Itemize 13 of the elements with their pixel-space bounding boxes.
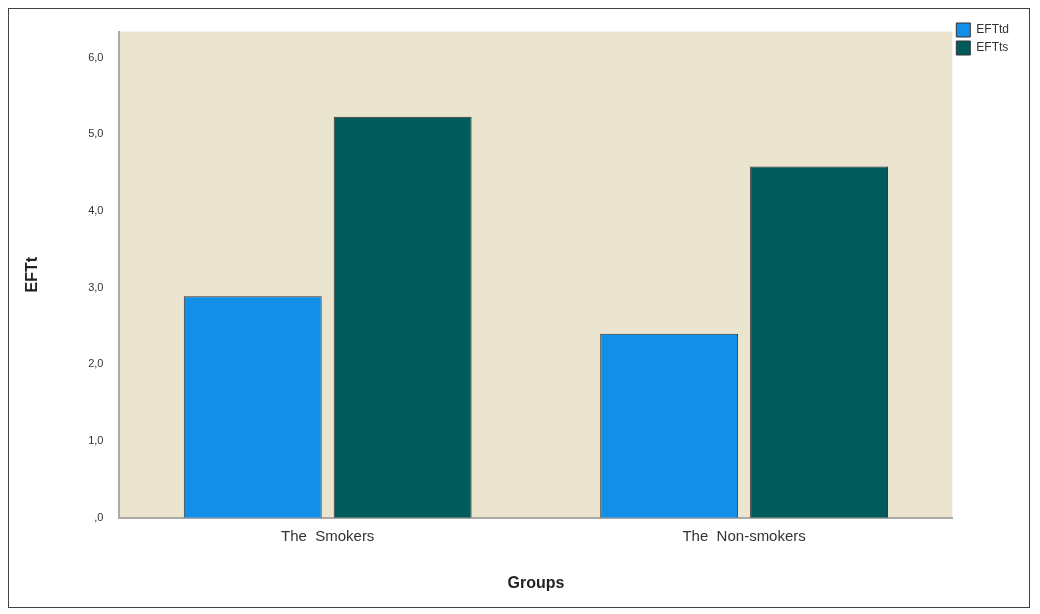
y-tick-label: 6,0 [88,50,104,63]
y-tick-label: 2,0 [88,357,104,370]
y-tick-label: 5,0 [88,127,104,140]
legend-label: EFTts [976,40,1009,55]
y-tick-label: 1,0 [88,434,104,447]
x-axis-title: Groups [507,573,565,591]
x-tick-label: The Non-smokers [682,526,806,544]
legend-label: EFTtd [976,22,1009,37]
y-tick-label: 4,0 [88,204,104,217]
y-tick-label: 3,0 [88,280,104,293]
y-tick-label: ,0 [94,510,104,523]
x-tick-label: The Smokers [281,526,375,544]
y-axis-title: EFTt [23,256,41,293]
